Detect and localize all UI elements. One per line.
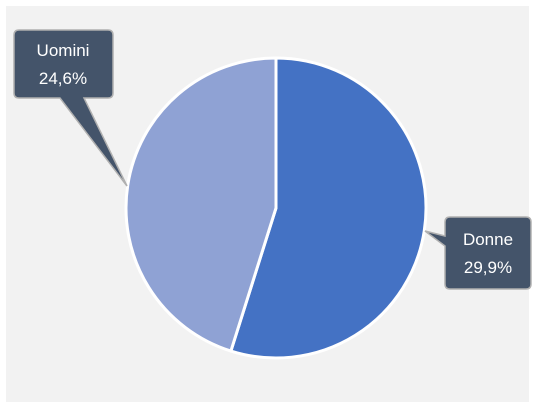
data-label-uomini-name: Uomini — [37, 41, 90, 60]
data-label-donne-name: Donne — [463, 230, 513, 249]
data-label-donne-box — [424, 216, 532, 290]
data-label-uomini-value: 24,6% — [39, 69, 87, 88]
pie-slice-uomini — [124, 56, 278, 353]
data-label-donne-value: 29,9% — [464, 258, 512, 277]
data-label-uomini: Uomini 24,6% — [13, 29, 128, 187]
pie-slices — [124, 56, 428, 360]
data-label-donne: Donne 29,9% — [424, 216, 532, 290]
pie-slice-donne — [229, 56, 428, 360]
data-label-uomini-box — [13, 29, 128, 187]
